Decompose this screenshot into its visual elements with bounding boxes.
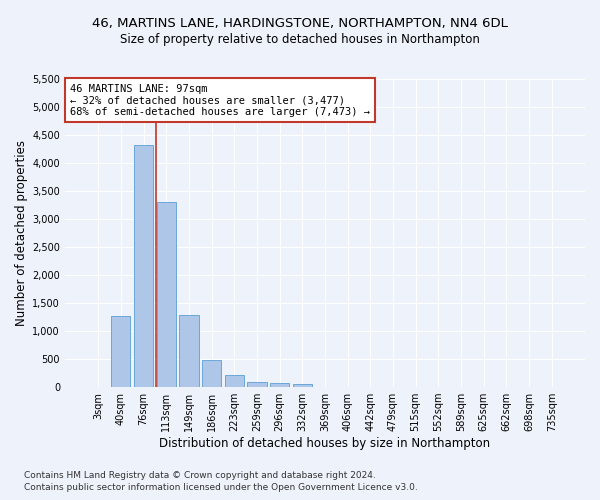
Text: Size of property relative to detached houses in Northampton: Size of property relative to detached ho… bbox=[120, 32, 480, 46]
Bar bbox=[224, 375, 244, 387]
Text: Contains HM Land Registry data © Crown copyright and database right 2024.: Contains HM Land Registry data © Crown c… bbox=[24, 471, 376, 480]
Bar bbox=[179, 316, 199, 387]
Y-axis label: Number of detached properties: Number of detached properties bbox=[15, 140, 28, 326]
X-axis label: Distribution of detached houses by size in Northampton: Distribution of detached houses by size … bbox=[160, 437, 491, 450]
Bar bbox=[293, 384, 312, 387]
Bar bbox=[157, 202, 176, 387]
Bar bbox=[134, 144, 153, 387]
Bar bbox=[202, 360, 221, 387]
Text: 46, MARTINS LANE, HARDINGSTONE, NORTHAMPTON, NN4 6DL: 46, MARTINS LANE, HARDINGSTONE, NORTHAMP… bbox=[92, 18, 508, 30]
Text: Contains public sector information licensed under the Open Government Licence v3: Contains public sector information licen… bbox=[24, 484, 418, 492]
Bar bbox=[247, 382, 266, 387]
Bar bbox=[270, 384, 289, 387]
Text: 46 MARTINS LANE: 97sqm
← 32% of detached houses are smaller (3,477)
68% of semi-: 46 MARTINS LANE: 97sqm ← 32% of detached… bbox=[70, 84, 370, 117]
Bar bbox=[111, 316, 130, 387]
